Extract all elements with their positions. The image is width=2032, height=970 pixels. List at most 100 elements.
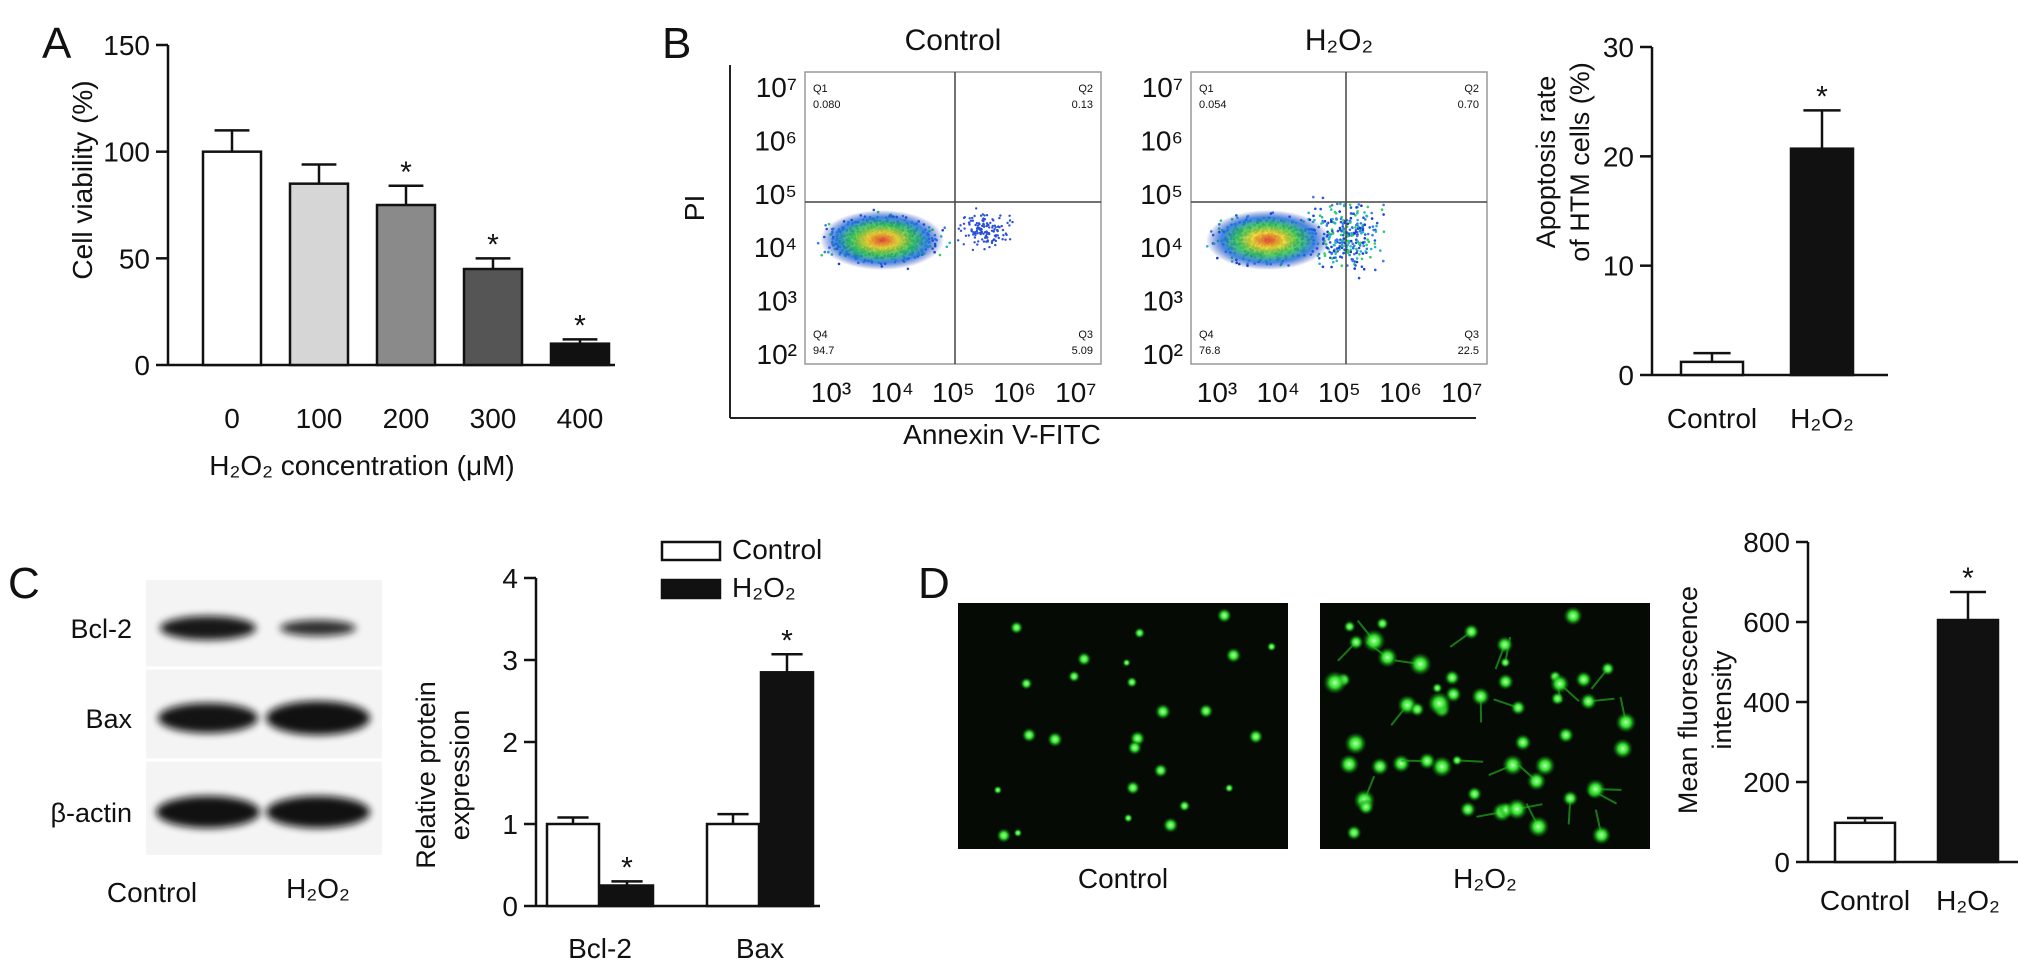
- fluorescent-cell: [1463, 623, 1480, 640]
- flow-point: [1374, 268, 1377, 272]
- flow-point: [962, 243, 965, 246]
- panel-label-b: B: [662, 19, 691, 68]
- flow-point: [1382, 259, 1385, 263]
- panel-a-cell-viability-chart: Cell viability (%) H₂O₂ concentration (μ…: [67, 30, 615, 481]
- fluorescent-cell: [1579, 692, 1597, 711]
- fluor-x-tick-label: H₂O₂: [1936, 885, 2000, 916]
- panel-a-x-tick-label: 0: [224, 403, 240, 434]
- apoptosis-y-tick-label: 10: [1603, 251, 1634, 282]
- flow-point: [1363, 223, 1367, 226]
- blot-band: [160, 616, 256, 640]
- flow-point: [1357, 276, 1361, 280]
- fluorescent-cell: [1357, 798, 1375, 816]
- flow-point: [1360, 265, 1364, 269]
- flow-point: [978, 231, 982, 234]
- flow-point: [1350, 231, 1353, 235]
- panel-a-bar: [462, 267, 524, 367]
- flow-point: [1312, 214, 1315, 218]
- flow-point: [1331, 229, 1334, 233]
- flow-point: [1336, 229, 1340, 233]
- flow-plot-frame: [804, 71, 1102, 365]
- flow-point: [1370, 211, 1373, 215]
- flow-point: [1330, 204, 1334, 207]
- fluorescent-cell: [1562, 790, 1579, 807]
- flow-point: [990, 241, 994, 245]
- fluorescent-cell: [1427, 691, 1452, 716]
- flow-point: [1361, 228, 1365, 232]
- flow-point: [983, 248, 986, 251]
- flow-point: [1368, 226, 1371, 229]
- flow-y-tick-label: 10⁷: [756, 72, 797, 103]
- flow-point: [816, 241, 820, 245]
- flow-point: [985, 233, 988, 236]
- fluorescent-cell: [1009, 621, 1024, 635]
- fluorescent-cell: [1047, 731, 1063, 748]
- fluorescent-cell: [996, 828, 1012, 843]
- flow-point: [1004, 238, 1007, 241]
- apoptosis-significance-star: *: [1816, 80, 1828, 113]
- flow-point: [992, 219, 995, 222]
- fluorescent-cell: [1534, 755, 1556, 777]
- flow-point: [1332, 249, 1336, 253]
- flow-point: [1348, 253, 1351, 257]
- panel-c-western-blot: Bcl-2 Bax β-actin Control H₂O₂: [50, 580, 382, 908]
- fluorescent-cell: [1471, 687, 1491, 706]
- panel-a-x-tick-label: 100: [296, 403, 343, 434]
- flow-point: [975, 222, 979, 225]
- flow-point: [989, 221, 992, 225]
- flow-point: [1335, 250, 1338, 254]
- panel-b-flow-cytometry: PI Annexin V-FITC Control Q1 0.080 Q2 0.13 Q4…: [679, 24, 1488, 450]
- flow-point: [1332, 260, 1335, 264]
- flow-point: [1353, 252, 1356, 256]
- panel-label-d: D: [918, 559, 950, 608]
- fluorescent-cell: [1266, 642, 1277, 652]
- apoptosis-x-tick-label: Control: [1667, 403, 1757, 434]
- fluorescent-cell: [1376, 617, 1389, 630]
- flow-point: [1364, 250, 1367, 253]
- flow-point: [1348, 221, 1352, 224]
- flow-point: [1349, 248, 1353, 252]
- flow-point: [1356, 210, 1359, 213]
- fluorescent-cell: [1510, 700, 1526, 716]
- protein-x-tick-label: Bcl-2: [568, 933, 632, 964]
- flow-point: [1321, 219, 1324, 223]
- flow-point: [1347, 241, 1350, 245]
- fluorescent-cell: [1418, 752, 1436, 770]
- protein-significance-star: *: [781, 624, 793, 657]
- flow-point: [1346, 249, 1350, 252]
- flow-point: [985, 222, 989, 225]
- flow-point: [1357, 246, 1361, 250]
- flow-point: [1001, 228, 1005, 232]
- flow-point: [959, 229, 963, 232]
- apoptosis-y-tick-label: 20: [1603, 141, 1634, 172]
- flow-point: [1361, 225, 1365, 229]
- flow-point: [976, 224, 980, 227]
- flow-x-tick-label: 10⁵: [1318, 377, 1361, 408]
- flow-x-tick-label: 10³: [1197, 377, 1237, 408]
- flow-point: [1339, 255, 1342, 258]
- flow-point: [1334, 241, 1337, 245]
- flow-quadrant-value: 22.5: [1458, 345, 1479, 357]
- flow-quadrant-value: 5.09: [1072, 345, 1093, 357]
- fluorescent-cell: [1127, 740, 1142, 755]
- flow-point: [1354, 214, 1357, 217]
- apoptosis-bar: [1789, 147, 1855, 377]
- apoptosis-y-label-line1: Apoptosis rate: [1531, 76, 1561, 249]
- flow-point: [1333, 244, 1336, 247]
- fluorescent-cell: [1563, 606, 1583, 626]
- flow-point: [1355, 223, 1358, 227]
- protein-x-tick-label: Bax: [736, 933, 784, 964]
- fluorescent-cell: [1526, 771, 1547, 791]
- flow-point: [1330, 208, 1333, 211]
- fluorescent-cell: [1432, 682, 1443, 694]
- fluorescent-cell: [1408, 652, 1432, 676]
- apoptosis-x-tick-label: H₂O₂: [1790, 403, 1854, 434]
- fluorescent-cell: [1077, 651, 1092, 667]
- flow-point: [1346, 222, 1350, 225]
- flow-point: [970, 230, 973, 233]
- flow-point: [998, 216, 1001, 220]
- flow-point: [977, 240, 980, 243]
- panel-a-y-tick-label: 0: [134, 350, 150, 381]
- flow-point: [1321, 196, 1325, 200]
- flow-point: [1366, 238, 1369, 241]
